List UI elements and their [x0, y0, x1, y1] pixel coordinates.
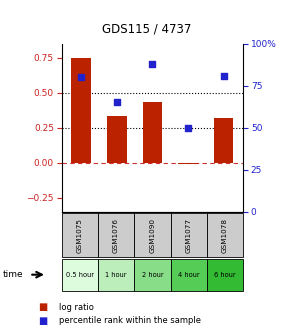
Point [186, 125, 190, 130]
Point [221, 73, 226, 78]
Text: GSM1078: GSM1078 [222, 218, 228, 253]
Point [150, 61, 155, 67]
Text: time: time [3, 270, 23, 279]
Text: 2 hour: 2 hour [142, 272, 163, 278]
Text: 6 hour: 6 hour [214, 272, 236, 278]
Text: ■: ■ [38, 302, 47, 312]
Text: GSM1090: GSM1090 [149, 218, 155, 253]
Text: percentile rank within the sample: percentile rank within the sample [59, 317, 201, 325]
Text: 0.5 hour: 0.5 hour [66, 272, 94, 278]
Bar [71, 58, 91, 163]
Point [79, 75, 84, 80]
Bar [107, 116, 127, 163]
Text: 4 hour: 4 hour [178, 272, 200, 278]
Text: log ratio: log ratio [59, 303, 93, 312]
Bar [214, 118, 234, 163]
Text: GSM1076: GSM1076 [113, 218, 119, 253]
Bar [178, 163, 198, 164]
Bar [143, 102, 162, 163]
Text: GSM1075: GSM1075 [77, 218, 83, 253]
Text: ■: ■ [38, 316, 47, 326]
Text: GSM1077: GSM1077 [186, 218, 192, 253]
Point [114, 100, 119, 105]
Text: GDS115 / 4737: GDS115 / 4737 [102, 22, 191, 35]
Text: 1 hour: 1 hour [105, 272, 127, 278]
